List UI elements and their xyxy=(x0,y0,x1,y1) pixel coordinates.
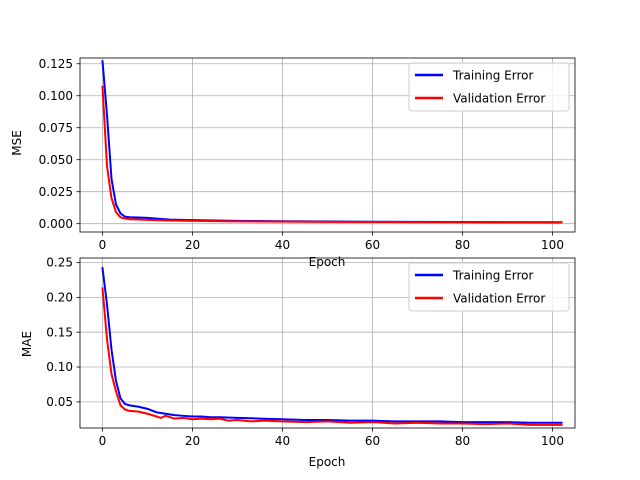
mse-ytick-label-2: 0.050 xyxy=(39,153,73,167)
mse-series-validation-error xyxy=(101,85,563,224)
mae-axes-frame xyxy=(79,257,576,429)
mae-legend-label-0: Training Error xyxy=(452,269,533,283)
mae-xtick-label-4: 80 xyxy=(455,434,470,448)
mse-xtick-label-5: 100 xyxy=(541,238,564,252)
mse-xtick-label-1: 20 xyxy=(185,238,200,252)
mae-series-validation-error xyxy=(101,287,563,426)
mse-legend-label-0: Training Error xyxy=(452,69,533,83)
mae-legend: Training Error Validation Error xyxy=(408,262,570,312)
mae-xtick-label-3: 60 xyxy=(365,434,380,448)
mse-xlabel: Epoch xyxy=(309,255,346,269)
mae-ytick-label-0: 0.05 xyxy=(46,395,73,409)
mae-panel: MAE Epoch 0 20 40 60 80 100 0.05 0.10 0.15 0.20 0.… xyxy=(20,256,576,469)
mae-xtick-label-0: 0 xyxy=(99,434,107,448)
mae-ytick-label-4: 0.25 xyxy=(46,256,73,270)
mse-legend: Training Error Validation Error xyxy=(408,62,570,112)
mae-series-training-error xyxy=(101,266,563,424)
mae-legend-label-1: Validation Error xyxy=(453,292,545,306)
mse-ytick-label-1: 0.025 xyxy=(39,185,73,199)
mae-xtick-label-2: 40 xyxy=(275,434,290,448)
mae-xtick-label-5: 100 xyxy=(541,434,564,448)
mse-ylabel: MSE xyxy=(10,130,24,156)
mse-xtick-label-4: 80 xyxy=(455,238,470,252)
mse-ytick-label-5: 0.125 xyxy=(39,57,73,71)
mae-xlabel: Epoch xyxy=(309,455,346,469)
mse-ytick-label-3: 0.075 xyxy=(39,121,73,135)
mse-panel: MSE 0 20 40 60 80 100 0.000 0.025 0.050 0.075 0.10… xyxy=(10,57,576,252)
mse-xtick-label-2: 40 xyxy=(275,238,290,252)
mse-axes-frame xyxy=(79,57,576,233)
mae-xtick-label-1: 20 xyxy=(185,434,200,448)
mae-legend-box xyxy=(408,262,570,312)
mse-xtick-label-0: 0 xyxy=(99,238,107,252)
mse-legend-label-1: Validation Error xyxy=(453,92,545,106)
mae-ylabel: MAE xyxy=(20,331,34,357)
mae-ytick-label-2: 0.15 xyxy=(46,325,73,339)
mse-ytick-label-4: 0.100 xyxy=(39,89,73,103)
mse-ytick-label-0: 0.000 xyxy=(39,217,73,231)
mse-xtick-label-3: 60 xyxy=(365,238,380,252)
mae-ytick-label-3: 0.20 xyxy=(46,291,73,305)
mae-ytick-label-1: 0.10 xyxy=(46,360,73,374)
mse-legend-box xyxy=(408,62,570,112)
